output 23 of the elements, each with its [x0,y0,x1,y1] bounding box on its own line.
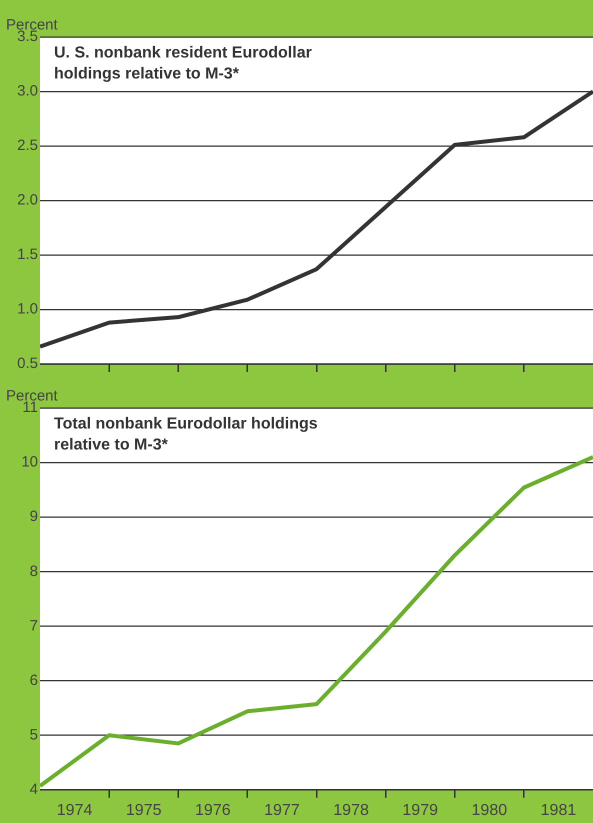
y-tick-label: 4 [30,780,38,798]
y-tick-label: 9 [30,508,38,526]
y-tick-label: 0.5 [17,355,38,372]
y-tick-label: 10 [21,454,38,471]
y-tick-label: 3.0 [17,82,38,100]
x-tick-label: 1974 [56,802,92,819]
x-tick-label: 1979 [402,802,438,819]
y-tick-label: 1.0 [17,300,38,318]
x-tick-label: 1976 [195,802,231,819]
y-tick-label: 8 [30,562,38,580]
text: Total nonbank Eurodollar holdings relative to M-3* [54,415,318,454]
y-tick-label: 2.0 [17,192,38,209]
x-tick-label: 1980 [472,802,508,819]
x-tick-label: 1978 [333,802,369,819]
y-tick-label: 7 [30,617,38,634]
x-tick-label: 1981 [540,802,576,819]
text: U. S. nonbank resident Eurodollar holdings relative to M-3* [54,44,312,82]
y-tick-label: 1.5 [17,246,38,264]
x-tick-label: 1977 [264,802,300,819]
y-tick-label: 5 [30,726,38,744]
y-tick-label: 2.5 [17,137,38,154]
x-tick-label: 1975 [126,802,162,819]
y-tick-label: 6 [30,672,38,689]
